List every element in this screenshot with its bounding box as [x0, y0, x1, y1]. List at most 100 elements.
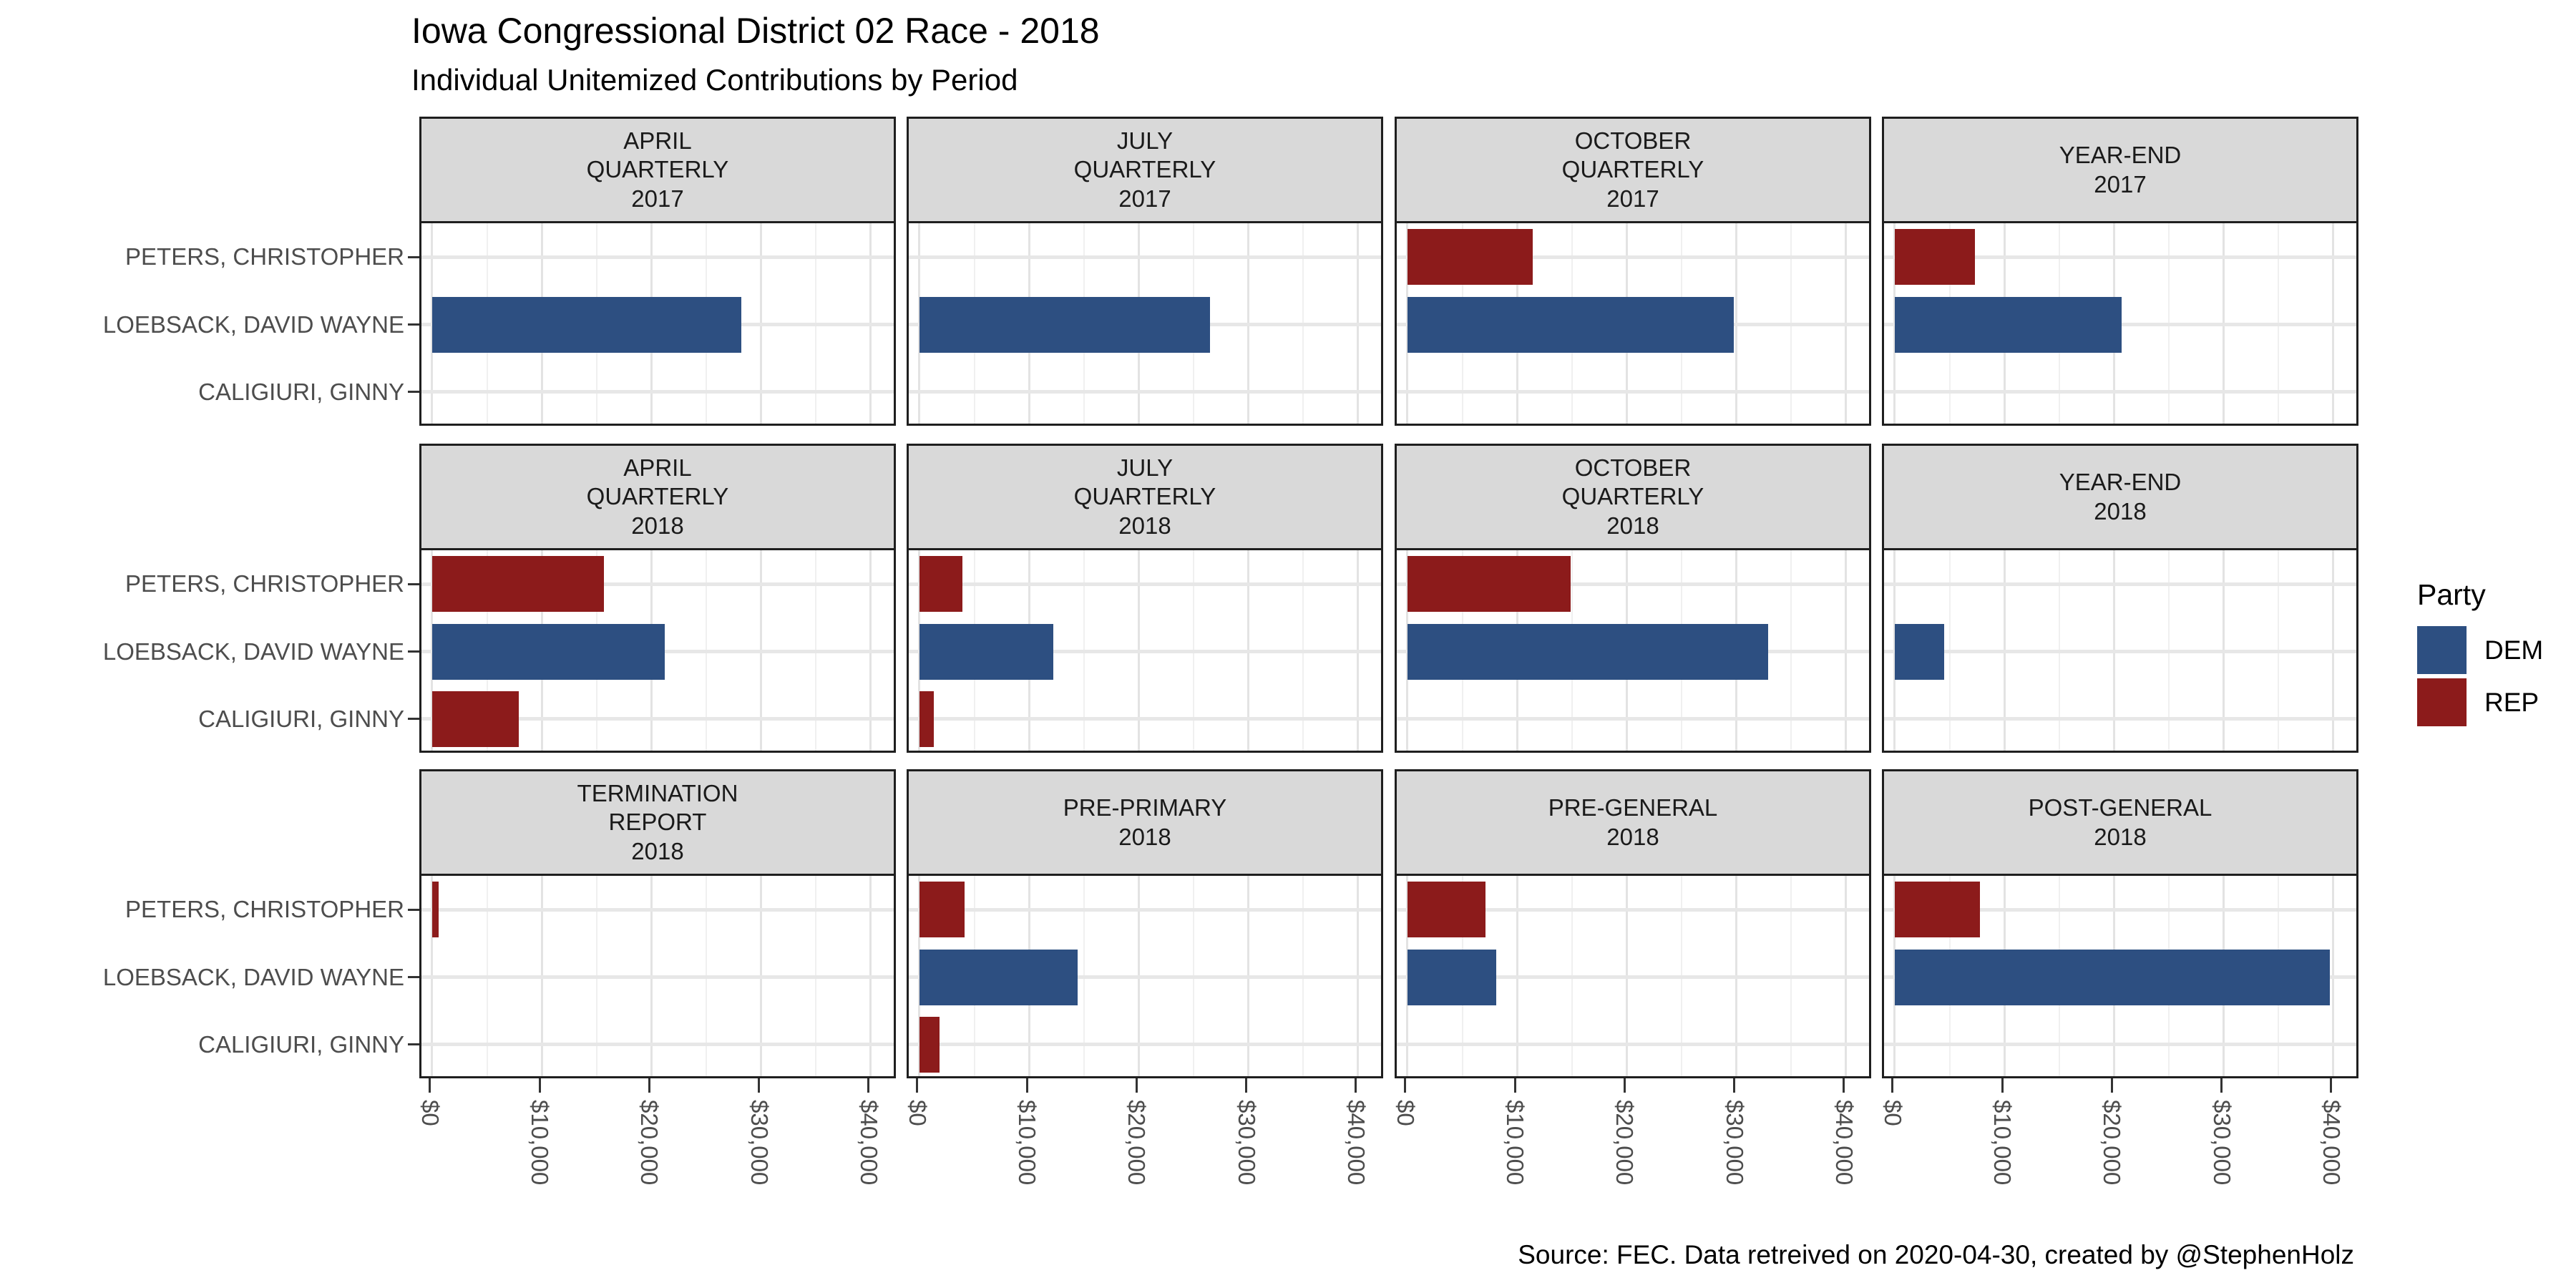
- facet-strip: OCTOBER QUARTERLY 2018: [1395, 444, 1871, 550]
- gridline: [909, 255, 1381, 259]
- x-tick-mark: [916, 1078, 919, 1093]
- gridline: [1884, 255, 2356, 259]
- gridline: [421, 975, 894, 979]
- gridline: [1397, 255, 1869, 259]
- facet-panel: [1395, 550, 1871, 753]
- x-tick-mark: [1355, 1078, 1357, 1093]
- bar: [919, 1016, 940, 1073]
- y-tick-mark: [408, 1043, 419, 1046]
- facet-strip: YEAR-END 2018: [1882, 444, 2358, 550]
- x-tick-mark: [2001, 1078, 2004, 1093]
- gridline: [1884, 650, 2356, 653]
- y-axis-label: LOEBSACK, DAVID WAYNE: [102, 638, 404, 665]
- y-axis-label: CALIGIURI, GINNY: [198, 1030, 404, 1058]
- gridline: [421, 582, 894, 586]
- legend-title: Party: [2417, 578, 2486, 611]
- bar: [1894, 882, 1981, 938]
- bar: [919, 882, 965, 938]
- facet-panel: [1882, 550, 2358, 753]
- facet-panel: [419, 223, 896, 426]
- bar: [431, 623, 665, 680]
- gridline: [1884, 390, 2356, 394]
- x-tick-label: $20,000: [1611, 1100, 1639, 1186]
- y-tick-mark: [408, 718, 419, 721]
- x-tick-mark: [867, 1078, 870, 1093]
- bar: [1407, 882, 1485, 938]
- bar: [431, 691, 519, 747]
- x-tick-label: $40,000: [2318, 1100, 2345, 1186]
- gridline: [909, 650, 1381, 653]
- bar: [919, 556, 962, 613]
- x-tick-mark: [1891, 1078, 1894, 1093]
- legend-item: REP: [2417, 678, 2539, 726]
- gridline: [909, 975, 1381, 979]
- chart-title: Iowa Congressional District 02 Race - 20…: [411, 11, 1100, 51]
- bar: [1407, 296, 1735, 353]
- legend-label: DEM: [2484, 635, 2544, 665]
- y-tick-mark: [408, 255, 419, 258]
- x-tick-mark: [1025, 1078, 1028, 1093]
- gridline: [421, 390, 894, 394]
- legend-swatch: [2417, 678, 2467, 726]
- gridline: [1884, 582, 2356, 586]
- bar: [431, 296, 741, 353]
- y-axis-label: LOEBSACK, DAVID WAYNE: [102, 963, 404, 990]
- chart-caption: Source: FEC. Data retreived on 2020-04-3…: [1518, 1240, 2354, 1269]
- legend-label: REP: [2484, 687, 2540, 717]
- facet-panel: [907, 876, 1383, 1078]
- y-axis-label: CALIGIURI, GINNY: [198, 705, 404, 732]
- chart-subtitle: Individual Unitemized Contributions by P…: [411, 63, 1018, 97]
- x-tick-label: $0: [904, 1100, 931, 1126]
- facet-strip: PRE-PRIMARY 2018: [907, 769, 1383, 876]
- facet-panel: [419, 876, 896, 1078]
- bar: [1894, 229, 1975, 286]
- facet-panel: [419, 550, 896, 753]
- x-tick-mark: [1513, 1078, 1516, 1093]
- x-tick-label: $30,000: [1721, 1100, 1748, 1186]
- gridline: [909, 717, 1381, 721]
- facet-strip: APRIL QUARTERLY 2018: [419, 444, 896, 550]
- y-axis-label: LOEBSACK, DAVID WAYNE: [102, 311, 404, 338]
- facet-strip: TERMINATION REPORT 2018: [419, 769, 896, 876]
- x-tick-label: $20,000: [2099, 1100, 2126, 1186]
- x-tick-mark: [2110, 1078, 2113, 1093]
- x-tick-mark: [648, 1078, 650, 1093]
- y-axis-label: PETERS, CHRISTOPHER: [125, 570, 404, 597]
- facet-panel: [907, 550, 1383, 753]
- x-tick-mark: [1843, 1078, 1845, 1093]
- bar: [919, 691, 934, 747]
- x-tick-mark: [429, 1078, 431, 1093]
- gridline: [1397, 907, 1869, 912]
- x-tick-mark: [2220, 1078, 2223, 1093]
- facet-panel: [1882, 223, 2358, 426]
- gridline: [909, 390, 1381, 394]
- x-tick-label: $0: [416, 1100, 444, 1126]
- y-tick-mark: [408, 650, 419, 653]
- bar: [919, 949, 1078, 1005]
- y-axis-label: PETERS, CHRISTOPHER: [125, 243, 404, 270]
- gridline: [421, 907, 894, 912]
- x-tick-mark: [538, 1078, 541, 1093]
- x-tick-label: $10,000: [1502, 1100, 1529, 1186]
- gridline: [1397, 582, 1869, 586]
- gridline: [1397, 975, 1869, 979]
- y-axis-label: PETERS, CHRISTOPHER: [125, 896, 404, 923]
- facet-strip: JULY QUARTERLY 2017: [907, 117, 1383, 223]
- x-tick-label: $40,000: [1830, 1100, 1858, 1186]
- facet-strip: YEAR-END 2017: [1882, 117, 2358, 223]
- legend-item: DEM: [2417, 626, 2543, 674]
- x-tick-label: $0: [1392, 1100, 1419, 1126]
- gridline: [1884, 717, 2356, 721]
- facet-panel: [1882, 876, 2358, 1078]
- bar: [1894, 623, 1944, 680]
- gridline: [1397, 717, 1869, 721]
- x-tick-label: $10,000: [1989, 1100, 2016, 1186]
- bar: [1407, 556, 1571, 613]
- gridline: [909, 907, 1381, 912]
- x-tick-label: $40,000: [855, 1100, 882, 1186]
- bar: [431, 882, 439, 938]
- gridline: [1397, 1043, 1869, 1047]
- legend-swatch: [2417, 626, 2467, 674]
- x-tick-mark: [1135, 1078, 1138, 1093]
- gridline: [1884, 1043, 2356, 1047]
